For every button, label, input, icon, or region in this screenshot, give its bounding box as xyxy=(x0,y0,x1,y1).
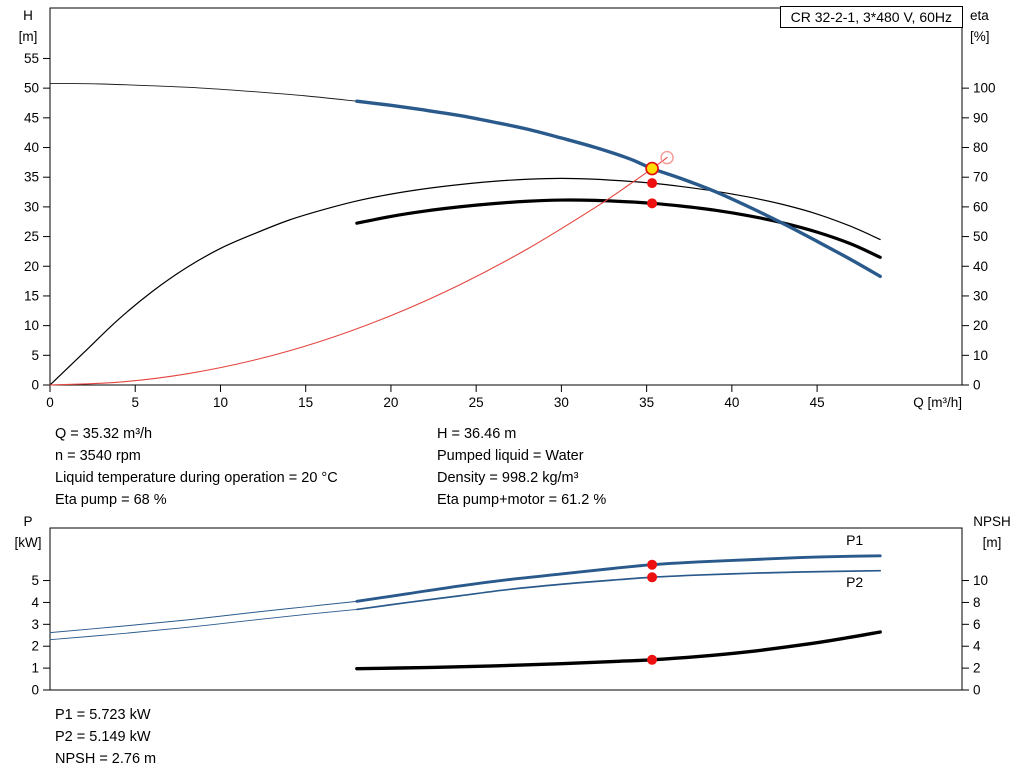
eta-axis-unit: [%] xyxy=(970,29,990,44)
y-right-tick-label: 40 xyxy=(973,259,988,274)
curve-p1-curve xyxy=(355,554,882,603)
y-right-tick-label: 10 xyxy=(973,573,988,588)
curve-npsh-curve xyxy=(355,630,882,671)
y-right-tick-label: 10 xyxy=(973,348,988,363)
x-tick-label: 25 xyxy=(469,395,484,410)
pump-model-box: CR 32-2-1, 3*480 V, 60Hz xyxy=(779,6,963,28)
curve-label-P1: P1 xyxy=(846,532,863,548)
p-axis-label: P [kW] xyxy=(6,511,50,553)
eta-pump-point xyxy=(647,178,658,189)
y-right-tick-label: 0 xyxy=(973,378,981,393)
y-right-tick-label: 20 xyxy=(973,318,988,333)
y-right-tick-label: 70 xyxy=(973,170,988,185)
y-right-tick-label: 100 xyxy=(973,81,996,96)
p2-point xyxy=(647,572,658,583)
p-axis-unit: [kW] xyxy=(14,535,42,550)
x-tick-label: 10 xyxy=(213,395,228,410)
info-line-density: Density = 998.2 kg/m³ xyxy=(437,470,579,486)
y-left-tick-label: 25 xyxy=(24,229,39,244)
y-left-tick-label: 5 xyxy=(31,348,39,363)
y-left-tick-label: 0 xyxy=(31,378,39,393)
y-right-tick-label: 60 xyxy=(973,199,988,214)
duty-info-right-column: H = 36.46 m Pumped liquid = Water Densit… xyxy=(437,423,606,511)
x-tick-label: 30 xyxy=(554,395,569,410)
y-left-tick-label: 4 xyxy=(31,595,39,610)
x-tick-label: 0 xyxy=(46,395,54,410)
y-right-tick-label: 4 xyxy=(973,639,981,654)
x-tick-label: 45 xyxy=(810,395,825,410)
eta-axis-label: eta [%] xyxy=(970,5,990,47)
info-line-npsh: NPSH = 2.76 m xyxy=(55,751,157,767)
x-tick-label: 20 xyxy=(383,395,398,410)
curve-pump-curve xyxy=(355,99,882,279)
x-axis-title: Q [m³/h] xyxy=(913,395,962,410)
curve-p2-curve xyxy=(355,569,882,611)
y-right-tick-label: 90 xyxy=(973,110,988,125)
info-line-head: H = 36.46 m xyxy=(437,426,517,442)
y-left-tick-label: 55 xyxy=(24,51,39,66)
info-line-p2: P2 = 5.149 kW xyxy=(55,729,151,745)
power-npsh-chart: 0 1 2 3 4 5 0 2 4 6 8 10 P1 P2 xyxy=(31,527,988,698)
info-line-q: Q = 35.32 m³/h xyxy=(55,426,153,442)
y-left-tick-label: 35 xyxy=(24,170,39,185)
p1-point xyxy=(647,559,658,570)
duty-info-left-column: Q = 35.32 m³/h n = 3540 rpm Liquid tempe… xyxy=(55,423,338,511)
y-left-tick-label: 3 xyxy=(31,617,39,632)
npsh-point xyxy=(647,654,658,665)
y-right-tick-label: 80 xyxy=(973,140,988,155)
curve-eta-pump-motor xyxy=(355,198,882,259)
h-axis-symbol: H xyxy=(23,8,33,23)
y-left-tick-label: 30 xyxy=(24,199,39,214)
y-left-tick-label: 15 xyxy=(24,288,39,303)
curve-eta-pump xyxy=(49,177,881,386)
y-right-tick-label: 30 xyxy=(973,288,988,303)
curve-pump-curve-out-of-range xyxy=(49,82,358,102)
y-right-tick-label: 50 xyxy=(973,229,988,244)
info-line-p1: P1 = 5.723 kW xyxy=(55,707,151,723)
p-axis-symbol: P xyxy=(23,514,33,529)
y-right-tick-label: 2 xyxy=(973,661,981,676)
npsh-axis-symbol: NPSH xyxy=(973,514,1011,529)
eta-pump-motor-point xyxy=(647,198,658,209)
npsh-axis-label: NPSH [m] xyxy=(962,511,1022,553)
x-tick-label: 5 xyxy=(131,395,139,410)
y-left-tick-label: 1 xyxy=(31,661,39,676)
x-tick-label: 40 xyxy=(724,395,739,410)
info-line-eta-total: Eta pump+motor = 61.2 % xyxy=(437,492,607,508)
curve-label-P2: P2 xyxy=(846,574,863,590)
curve-p2-out-of-range xyxy=(49,608,358,641)
y-left-tick-label: 40 xyxy=(24,140,39,155)
y-left-tick-label: 10 xyxy=(24,318,39,333)
info-line-speed: n = 3540 rpm xyxy=(55,448,141,464)
y-right-tick-label: 6 xyxy=(973,617,981,632)
y-right-tick-label: 0 xyxy=(973,683,981,698)
y-left-tick-label: 5 xyxy=(31,573,39,588)
curve-system-curve xyxy=(49,157,668,386)
power-info-column: P1 = 5.723 kW P2 = 5.149 kW NPSH = 2.76 … xyxy=(55,704,156,770)
duty-point-marker xyxy=(645,161,659,176)
info-line-temperature: Liquid temperature during operation = 20… xyxy=(55,470,338,486)
y-left-tick-label: 50 xyxy=(24,81,39,96)
y-right-tick-label: 8 xyxy=(973,595,981,610)
info-line-eta-pump: Eta pump = 68 % xyxy=(55,492,167,508)
h-axis-unit: [m] xyxy=(18,29,38,44)
y-left-tick-label: 2 xyxy=(31,639,39,654)
y-left-tick-label: 20 xyxy=(24,259,39,274)
qh-efficiency-chart: 0 5 10 15 20 25 30 35 40 45 Q [m³/h] 0 5 10 15 20 25 30 35… xyxy=(24,7,996,410)
y-left-tick-label: 0 xyxy=(31,683,39,698)
rated-point-marker xyxy=(660,150,674,165)
y-left-tick-label: 45 xyxy=(24,110,39,125)
plot-frame xyxy=(49,7,963,386)
npsh-axis-unit: [m] xyxy=(982,535,1002,550)
eta-axis-symbol: eta xyxy=(970,8,989,23)
x-tick-label: 35 xyxy=(639,395,654,410)
x-tick-label: 15 xyxy=(298,395,313,410)
plot-frame xyxy=(49,527,963,691)
h-axis-label: H [m] xyxy=(6,5,50,47)
info-line-liquid: Pumped liquid = Water xyxy=(437,448,584,464)
curve-p1-out-of-range xyxy=(49,600,358,634)
